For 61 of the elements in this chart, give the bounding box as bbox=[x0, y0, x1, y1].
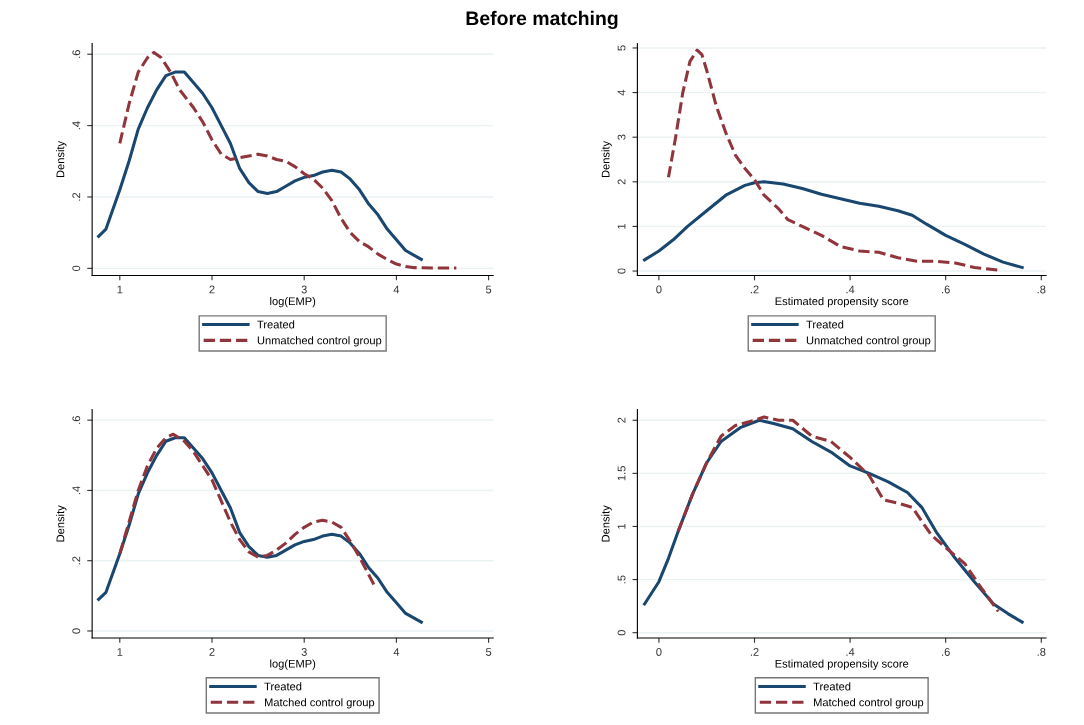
y-tick-label: 2 bbox=[617, 417, 626, 423]
legend-label: Treated bbox=[257, 320, 295, 329]
y-axis-title: Density bbox=[56, 141, 67, 178]
x-tick-label: .4 bbox=[846, 648, 855, 656]
y-tick-label: 1 bbox=[617, 523, 626, 529]
legend-label: Matched control group bbox=[264, 698, 375, 709]
x-tick-label: 4 bbox=[393, 285, 400, 294]
y-axis-title: Density bbox=[601, 505, 612, 542]
x-tick-label: 3 bbox=[301, 285, 307, 294]
x-tick-label: 2 bbox=[209, 285, 215, 294]
x-axis-title: log(EMP) bbox=[270, 659, 316, 670]
text: Before matching bbox=[466, 10, 618, 30]
x-tick-label: 0 bbox=[656, 648, 662, 656]
y-tick-label: .6 bbox=[72, 416, 81, 424]
line-series bbox=[666, 48, 1000, 272]
x-tick-label: 1 bbox=[117, 648, 123, 656]
legend-label: Matched control group bbox=[814, 698, 924, 709]
x-tick-label: 5 bbox=[485, 285, 492, 294]
y-tick-label: .4 bbox=[72, 486, 81, 495]
legend-label: Unmatched control group bbox=[257, 336, 382, 347]
line-series bbox=[97, 70, 423, 261]
line-series bbox=[643, 180, 1024, 269]
x-tick-label: .6 bbox=[942, 285, 950, 294]
x-tick-label: 0 bbox=[656, 285, 662, 294]
x-tick-label: 1 bbox=[117, 285, 123, 294]
y-tick-label: .4 bbox=[72, 121, 81, 130]
y-tick-label: 5 bbox=[617, 45, 626, 51]
x-tick-label: .8 bbox=[1037, 648, 1046, 656]
legend-label: Treated bbox=[264, 682, 302, 691]
y-tick-label: 1.5 bbox=[617, 466, 626, 481]
legend-label: Treated bbox=[813, 682, 851, 691]
y-tick-label: .2 bbox=[72, 192, 81, 201]
line-series bbox=[118, 50, 458, 270]
y-tick-label: 0 bbox=[72, 628, 81, 634]
y-tick-label: 0 bbox=[72, 265, 81, 272]
y-tick-label: 3 bbox=[617, 134, 626, 140]
y-axis-title: Density bbox=[56, 505, 67, 542]
legend-label: Treated bbox=[806, 320, 844, 329]
line-series bbox=[676, 415, 1000, 613]
x-tick-label: 5 bbox=[485, 648, 492, 656]
y-tick-label: 2 bbox=[617, 179, 626, 185]
y-axis-title: Density bbox=[601, 141, 612, 178]
legend-label: Unmatched control group bbox=[806, 336, 931, 347]
x-tick-label: .8 bbox=[1037, 285, 1046, 294]
x-tick-label: 3 bbox=[301, 648, 307, 656]
x-axis-title: log(EMP) bbox=[270, 296, 316, 308]
y-tick-label: 1 bbox=[617, 223, 626, 229]
x-tick-label: .2 bbox=[750, 648, 759, 656]
y-tick-label: 4 bbox=[617, 89, 626, 96]
x-tick-label: 2 bbox=[209, 648, 215, 656]
y-tick-label: 0 bbox=[617, 630, 626, 636]
x-axis-title: Estimated propensity score bbox=[775, 659, 909, 670]
x-tick-label: 4 bbox=[393, 648, 400, 656]
y-tick-label: .6 bbox=[72, 50, 81, 58]
y-tick-label: .2 bbox=[72, 556, 81, 565]
x-tick-label: .6 bbox=[942, 648, 950, 656]
y-tick-label: 0 bbox=[617, 268, 626, 274]
x-tick-label: .2 bbox=[750, 285, 759, 294]
x-axis-title: Estimated propensity score bbox=[775, 296, 909, 308]
y-tick-label: .5 bbox=[617, 575, 626, 584]
x-tick-label: .4 bbox=[846, 285, 855, 294]
